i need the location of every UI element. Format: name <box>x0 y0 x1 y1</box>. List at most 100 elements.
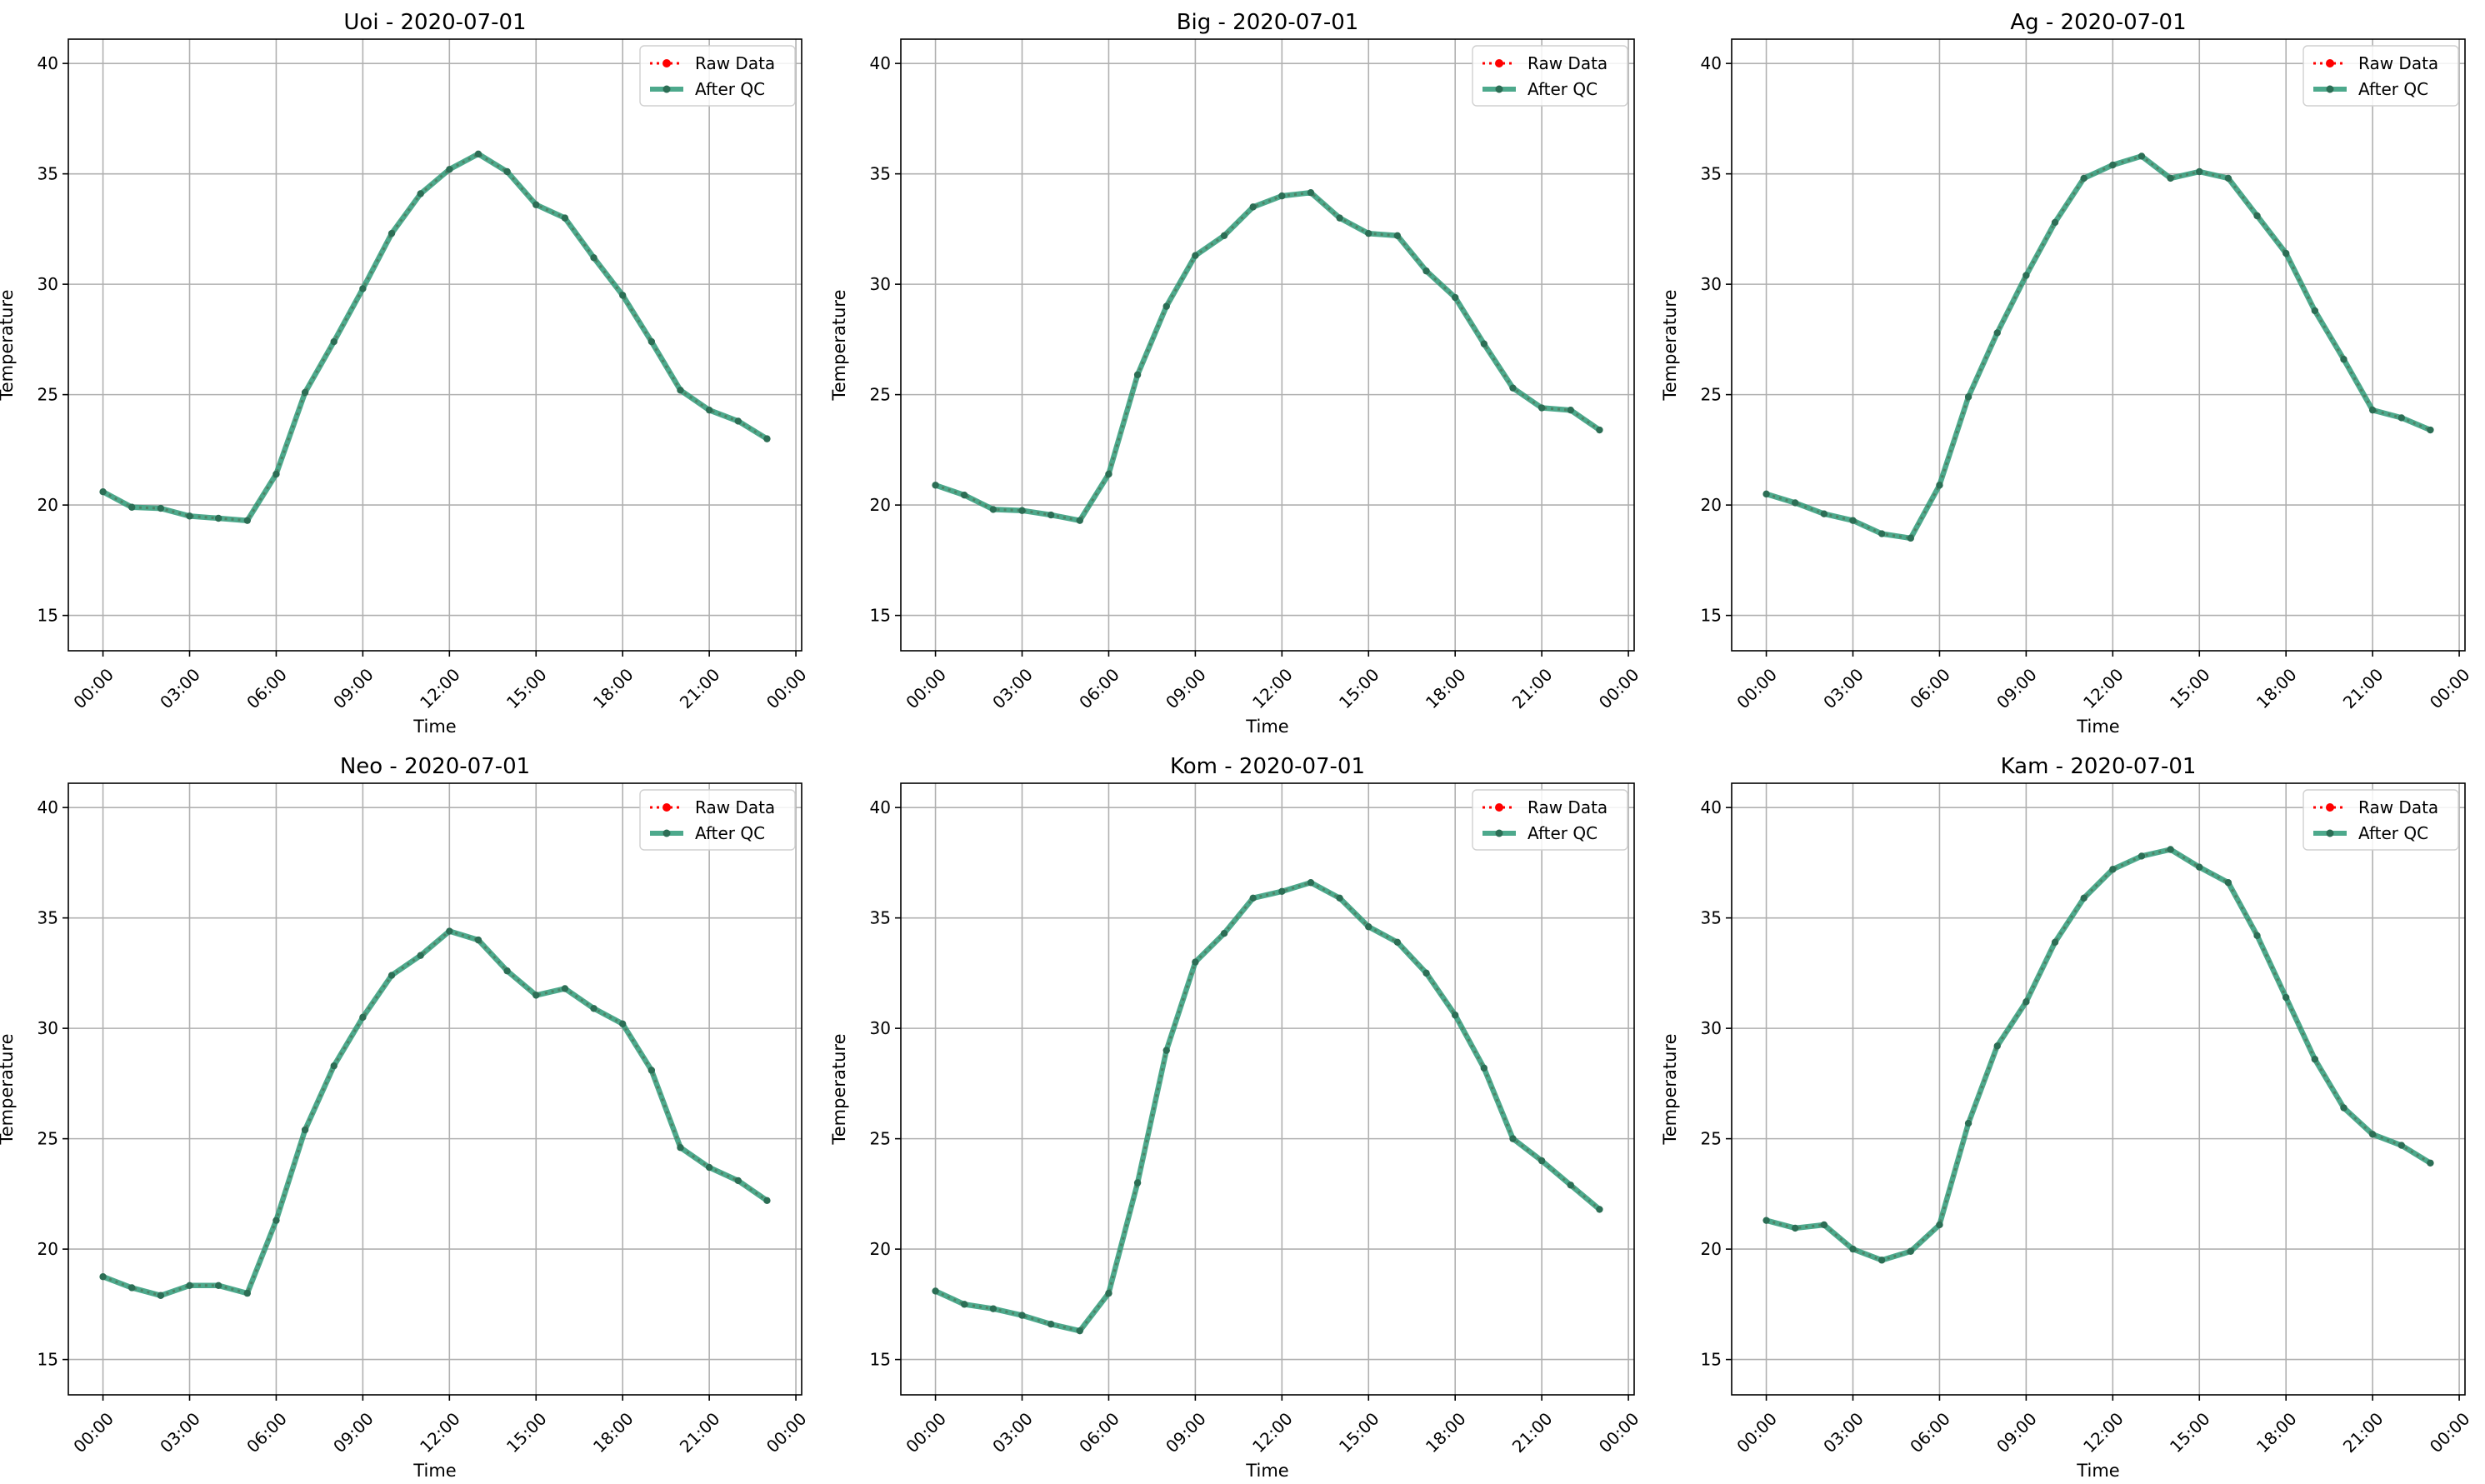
after-qc-point <box>1220 929 1228 937</box>
after-qc-point <box>763 435 771 442</box>
legend-qc-marker <box>662 829 671 837</box>
after-qc-point <box>1480 340 1488 347</box>
after-qc-point <box>618 1020 627 1028</box>
chart-panel: 15 20 25 30 35 40 00:00 03:00 06:00 09:00 12:00 15:… <box>829 10 1643 737</box>
after-qc-line <box>934 879 1602 1334</box>
chart-title: Neo - 2020-07-01 <box>340 754 530 779</box>
chart-title: Kam - 2020-07-01 <box>2001 754 2197 779</box>
y-tick-label: 25 <box>38 1129 58 1149</box>
after-qc-point <box>2224 879 2232 887</box>
legend-raw-label: Raw Data <box>695 53 775 73</box>
x-tick-label: 12:00 <box>1248 1408 1297 1457</box>
after-qc-point <box>359 1013 367 1022</box>
after-qc-point <box>1076 1327 1084 1335</box>
after-qc-point <box>532 201 540 208</box>
after-qc-point <box>1792 1224 1799 1232</box>
chart-panel: 15 20 25 30 35 40 00:00 03:00 06:00 09:00 12:00 15:… <box>1660 10 2474 737</box>
after-qc-point <box>2282 249 2290 257</box>
after-qc-point <box>1451 293 1459 302</box>
x-tick-label: 00:00 <box>1595 1408 1643 1457</box>
chart-panel: 15 20 25 30 35 40 00:00 03:00 06:00 09:00 12:00 15:… <box>1660 754 2474 1481</box>
x-tick-label: 00:00 <box>902 664 950 712</box>
y-tick-label: 15 <box>38 1350 58 1370</box>
after-qc-point <box>1907 1247 1915 1255</box>
after-qc-point <box>989 506 998 513</box>
x-axis-label: Time <box>2076 1461 2119 1481</box>
legend: Raw Data After QC <box>639 45 796 107</box>
x-tick-label: 00:00 <box>1732 664 1781 712</box>
y-tick-label: 30 <box>38 1018 58 1038</box>
after-qc-point <box>503 167 511 176</box>
after-qc-point <box>2427 1159 2434 1167</box>
after-qc-point <box>1907 534 1915 542</box>
legend-raw-marker <box>662 803 671 812</box>
after-qc-point <box>1365 229 1372 237</box>
after-qc-point <box>1538 404 1546 412</box>
y-tick-label: 25 <box>870 1129 891 1149</box>
after-qc-point <box>1849 1245 1857 1253</box>
x-tick-label: 03:00 <box>988 664 1037 712</box>
after-qc-point <box>1162 1047 1170 1054</box>
after-qc-point <box>1307 188 1315 197</box>
after-qc-point <box>1480 1064 1488 1072</box>
after-qc-point <box>1849 517 1857 524</box>
after-qc-point <box>1192 252 1199 259</box>
after-qc-point <box>1278 192 1286 200</box>
x-tick-label: 21:00 <box>2339 1408 2388 1457</box>
legend-qc-label: After QC <box>1528 79 1598 99</box>
x-tick-label: 12:00 <box>1248 664 1297 712</box>
after-qc-line <box>102 928 769 1299</box>
y-tick-label: 25 <box>38 385 58 405</box>
after-qc-point <box>2311 307 2319 315</box>
x-tick-label: 12:00 <box>2079 1408 2128 1457</box>
x-tick-label: 09:00 <box>1992 1408 2041 1457</box>
after-qc-point <box>243 517 252 524</box>
after-qc-point <box>1192 958 1199 966</box>
x-tick-label: 03:00 <box>156 1408 204 1457</box>
x-tick-label: 18:00 <box>2252 1408 2301 1457</box>
after-qc-point <box>2340 1104 2348 1112</box>
after-qc-point <box>1762 1217 1770 1224</box>
after-qc-point <box>128 503 136 511</box>
y-tick-label: 15 <box>870 1350 891 1370</box>
y-tick-label: 30 <box>38 274 58 294</box>
after-qc-point <box>301 1126 309 1134</box>
x-tick-label: 18:00 <box>2252 664 2301 712</box>
x-tick-label: 00:00 <box>69 1408 118 1457</box>
after-qc-point <box>1567 1182 1574 1189</box>
x-tick-label: 09:00 <box>1162 664 1210 712</box>
x-tick-label: 00:00 <box>902 1408 950 1457</box>
after-qc-point <box>1993 1042 2001 1050</box>
after-qc-point <box>1422 969 1430 977</box>
after-qc-point <box>1820 1221 1828 1229</box>
legend-qc-marker <box>1495 85 1503 93</box>
x-tick-label: 00:00 <box>762 664 811 712</box>
y-tick-label: 35 <box>1701 164 1722 184</box>
x-tick-label: 00:00 <box>2426 664 2474 712</box>
x-tick-label: 06:00 <box>1906 664 1954 712</box>
after-qc-point <box>1762 490 1770 498</box>
after-qc-point <box>330 1062 338 1070</box>
after-qc-point <box>2398 1142 2405 1149</box>
after-qc-point <box>1820 510 1828 517</box>
legend: Raw Data After QC <box>2302 45 2459 107</box>
axes-frame <box>1731 38 2466 652</box>
after-qc-point <box>705 1163 713 1172</box>
after-qc-point <box>1393 232 1402 240</box>
legend-raw-marker <box>1495 803 1503 812</box>
x-tick-label: 21:00 <box>676 664 724 712</box>
legend-qc-label: After QC <box>2358 823 2428 843</box>
y-tick-label: 30 <box>1701 1018 1722 1038</box>
after-qc-point <box>157 1292 165 1299</box>
legend: Raw Data After QC <box>2302 789 2459 851</box>
legend-raw-label: Raw Data <box>2358 53 2438 73</box>
after-qc-point <box>1993 329 2001 337</box>
after-qc-point <box>2051 218 2059 227</box>
legend-raw-label: Raw Data <box>1528 797 1608 817</box>
after-qc-point <box>1936 1221 1943 1229</box>
y-tick-label: 15 <box>1701 606 1722 626</box>
x-tick-label: 15:00 <box>1335 664 1383 712</box>
axes-frame <box>900 38 1635 652</box>
x-tick-label: 00:00 <box>1595 664 1643 712</box>
legend-qc-marker <box>1495 829 1503 837</box>
